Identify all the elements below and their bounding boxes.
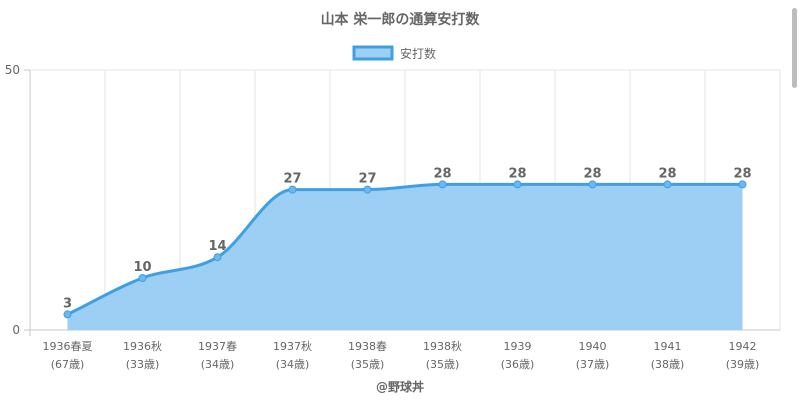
data-label: 14 <box>208 239 226 254</box>
scrollbar-thumb[interactable] <box>792 8 797 88</box>
x-tick-label: 1942 <box>729 340 757 353</box>
data-point[interactable] <box>738 180 747 189</box>
data-label: 27 <box>283 172 301 187</box>
x-axis-caption: @野球丼 <box>376 379 424 394</box>
x-tick-label: (35歳) <box>351 358 385 371</box>
x-tick-label: 1936秋 <box>123 339 162 353</box>
data-label: 28 <box>658 166 676 181</box>
x-tick-label: (34歳) <box>276 358 310 371</box>
data-point[interactable] <box>138 274 147 282</box>
data-point[interactable] <box>288 185 297 194</box>
series-line[interactable] <box>66 182 743 316</box>
chart-title: 山本 栄一郎の通算安打数 <box>321 11 481 28</box>
x-tick-label: 1937春 <box>198 340 237 353</box>
x-tick-label: (34歳) <box>201 358 235 371</box>
y-tick-label: 50 <box>5 63 20 77</box>
data-point[interactable] <box>663 180 672 189</box>
data-point[interactable] <box>63 310 72 319</box>
series-area <box>67 184 743 330</box>
data-point[interactable] <box>213 253 222 262</box>
data-label: 28 <box>433 166 451 181</box>
legend-swatch <box>352 45 394 61</box>
data-point[interactable] <box>513 180 522 189</box>
y-axis: 0 50 <box>5 63 30 337</box>
x-tick-label: 1941 <box>654 340 682 353</box>
data-point[interactable] <box>363 185 372 194</box>
x-tick-label: (67歳) <box>51 358 85 371</box>
x-tick-label: 1938春 <box>348 340 387 353</box>
x-tick-label: (36歳) <box>501 358 535 371</box>
y-tick-label: 0 <box>12 323 20 337</box>
area-layer <box>66 182 743 330</box>
data-point[interactable] <box>438 180 447 189</box>
x-tick-label: 1939 <box>504 340 532 353</box>
points-layer <box>63 180 747 319</box>
x-tick-label: (35歳) <box>426 358 460 371</box>
x-tick-label: 1937秋 <box>273 339 312 353</box>
x-tick-label: (38歳) <box>651 358 685 371</box>
data-labels: 3 10 14 27 27 28 28 28 28 28 <box>63 166 752 311</box>
x-tick-label: (37歳) <box>576 358 610 371</box>
legend[interactable]: 安打数 <box>352 45 436 61</box>
data-point[interactable] <box>588 180 597 189</box>
data-label: 3 <box>63 296 72 311</box>
x-tick-label: 1936春夏 <box>43 340 93 353</box>
data-label: 28 <box>508 166 526 181</box>
data-label: 28 <box>733 166 751 181</box>
x-tick-label: 1940 <box>579 340 607 353</box>
legend-label: 安打数 <box>400 46 436 61</box>
x-tick-label: (39歳) <box>726 358 760 371</box>
data-label: 28 <box>583 166 601 181</box>
x-tick-label: 1938秋 <box>423 339 462 353</box>
x-axis: 1936春夏 (67歳) 1936秋 (33歳) 1937春 (34歳) 1937秋 (34歳… <box>43 339 760 371</box>
data-label: 10 <box>133 260 151 275</box>
x-tick-label: (33歳) <box>126 358 160 371</box>
data-label: 27 <box>358 172 376 187</box>
